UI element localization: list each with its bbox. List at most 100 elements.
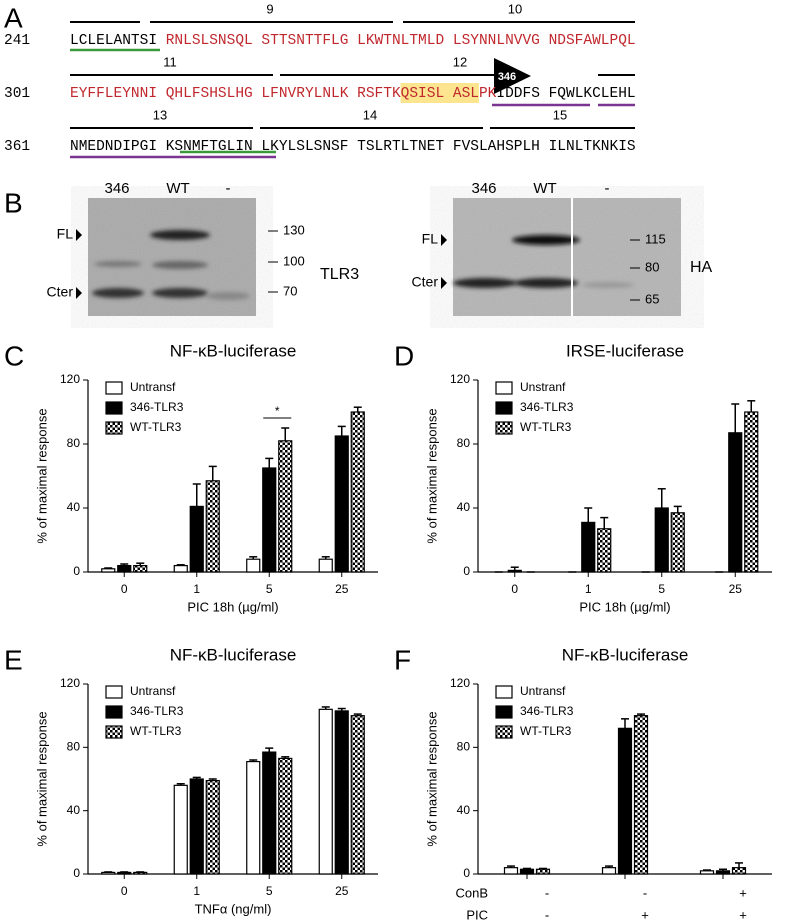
legend-label: Untransf xyxy=(520,684,566,698)
legend-swatch xyxy=(495,381,513,395)
legend-swatch xyxy=(495,401,513,415)
domain-label: 15 xyxy=(553,107,567,122)
y-tick-label: 0 xyxy=(463,866,470,880)
bar xyxy=(246,760,261,875)
bar xyxy=(633,715,649,875)
error-bar xyxy=(337,425,346,436)
error-bar xyxy=(507,865,515,868)
x-tick-label: 5 xyxy=(266,582,273,596)
sequence-segment: RNLSLSNSQL STTSNTTFLG LKWTNLTMLD LSYNNLN… xyxy=(157,33,636,49)
band-label: FL xyxy=(422,231,439,247)
y-tick-label: 0 xyxy=(73,866,80,880)
bar xyxy=(535,868,551,875)
y-tick-label: 80 xyxy=(457,740,471,754)
error-bar xyxy=(353,713,362,716)
band-label: Cter xyxy=(47,284,74,300)
bar xyxy=(617,727,633,875)
error-bar xyxy=(673,505,682,513)
cleavage-label: 346 xyxy=(498,71,516,83)
bar xyxy=(205,480,220,573)
size-marker: 130 xyxy=(283,222,305,237)
error-bar xyxy=(321,706,330,710)
y-tick-label: 80 xyxy=(457,436,471,450)
bar xyxy=(597,528,612,573)
legend-label: WT-TLR3 xyxy=(520,724,572,738)
chart-title: NF-κB-luciferase xyxy=(562,645,689,664)
error-bar xyxy=(265,457,274,468)
legend-swatch xyxy=(495,685,513,699)
category-row-label: - xyxy=(545,885,549,900)
legend-label: WT-TLR3 xyxy=(520,420,572,434)
panel-letter: E xyxy=(4,644,23,675)
lane-label: - xyxy=(605,180,610,197)
x-tick-label: 25 xyxy=(335,884,349,898)
legend-label: Unstranf xyxy=(520,380,566,394)
size-marker: 100 xyxy=(283,253,305,268)
bar xyxy=(334,435,349,573)
bar xyxy=(334,710,349,875)
band-label: FL xyxy=(57,226,74,242)
bar xyxy=(173,784,188,875)
x-axis-label: TNFα (ng/ml) xyxy=(195,901,272,916)
domain-label: 11 xyxy=(163,54,177,69)
legend-swatch xyxy=(105,725,123,739)
y-tick-label: 0 xyxy=(463,564,470,578)
legend-label: 346-TLR3 xyxy=(520,704,574,718)
x-tick-label: 1 xyxy=(193,582,200,596)
bar xyxy=(503,867,519,875)
legend-label: 346-TLR3 xyxy=(130,400,184,414)
sequence-segment: LCLELANTSI xyxy=(70,33,157,49)
domain-label: 13 xyxy=(153,107,167,122)
x-tick-label: 25 xyxy=(335,582,349,596)
error-bar xyxy=(176,564,185,566)
legend-label: WT-TLR3 xyxy=(130,420,182,434)
error-bar xyxy=(657,488,666,508)
sequence-segment: EYFFLEYNNI QHLFSHSLHG LFNVRYLNLK RSFTK xyxy=(70,86,401,102)
bar xyxy=(318,708,333,875)
y-tick-label: 120 xyxy=(60,372,80,386)
error-bar xyxy=(321,556,330,560)
error-bar xyxy=(281,427,290,441)
error-bar xyxy=(281,756,290,759)
bar xyxy=(133,564,148,573)
lane-label: WT xyxy=(166,180,189,197)
x-tick-label: 0 xyxy=(121,582,128,596)
sequence-segment: IDDFS FQWLKCLEHL xyxy=(496,86,635,102)
panel-letter: A xyxy=(4,2,23,33)
bar xyxy=(670,512,685,573)
sequence-segment: NMEDNDIPGI KSNMFTGLIN LKYLSLSNSF TSLRTLT… xyxy=(70,139,636,155)
x-tick-label: 0 xyxy=(121,884,128,898)
x-tick-label: 5 xyxy=(658,582,665,596)
error-bar xyxy=(600,516,609,529)
y-tick-label: 40 xyxy=(67,803,81,817)
motif-underlines xyxy=(70,48,635,159)
error-bar xyxy=(176,783,185,786)
bar xyxy=(350,715,365,875)
error-bar xyxy=(621,718,629,729)
residue-number: 361 xyxy=(4,139,30,155)
panel-letter: D xyxy=(394,340,414,371)
bar xyxy=(262,467,277,573)
error-bar xyxy=(265,747,274,753)
y-tick-label: 40 xyxy=(457,500,471,514)
category-row-label: + xyxy=(739,885,747,900)
error-bar xyxy=(523,867,531,870)
bar xyxy=(654,507,669,573)
panel-letter: B xyxy=(4,187,23,218)
error-bar xyxy=(637,713,645,716)
x-axis-label: PIC 18h (µg/ml) xyxy=(187,599,278,614)
category-row-label: - xyxy=(643,885,647,900)
size-marker: 115 xyxy=(645,231,666,246)
band-label: Cter xyxy=(412,274,439,290)
legend-label: Untransf xyxy=(130,684,176,698)
x-tick-label: 0 xyxy=(511,582,518,596)
error-bar xyxy=(731,403,740,433)
bar xyxy=(246,558,261,573)
y-tick-label: 120 xyxy=(450,372,470,386)
error-bar xyxy=(510,566,519,571)
sequence-row: LCLELANTSI RNLSLSNSQL STTSNTTFLG LKWTNLT… xyxy=(70,33,636,49)
legend-swatch xyxy=(495,421,513,435)
domain-label: 10 xyxy=(508,1,522,16)
bar xyxy=(699,870,715,875)
